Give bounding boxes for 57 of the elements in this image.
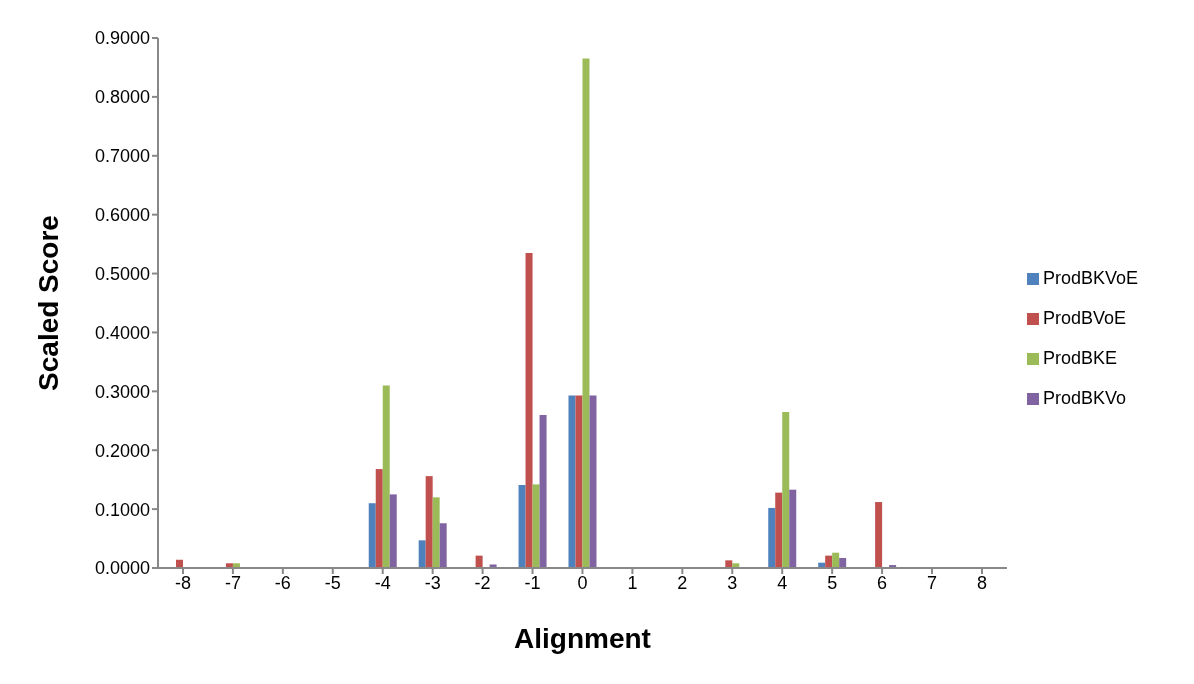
bar [525, 252, 533, 568]
x-tick-label: 5 [827, 572, 838, 593]
bar [368, 503, 376, 568]
bar [575, 395, 583, 568]
x-tick-label: -3 [424, 572, 441, 593]
bar [839, 557, 847, 568]
y-tick-label: 0.1000 [94, 499, 150, 520]
x-tick-label: -8 [174, 572, 191, 593]
bar [532, 484, 540, 568]
bar [875, 502, 883, 568]
bar [789, 489, 797, 568]
x-tick-label: 4 [777, 572, 788, 593]
y-tick-label: 0.4000 [94, 322, 150, 343]
x-tick-label: 7 [927, 572, 938, 593]
legend-label: ProdBKVo [1042, 388, 1126, 408]
y-tick-label: 0.7000 [94, 146, 150, 167]
y-tick-label: 0.0000 [94, 558, 150, 579]
bar [582, 58, 590, 568]
y-tick-label: 0.3000 [94, 381, 150, 402]
bar [425, 476, 433, 568]
x-tick-label: 8 [976, 572, 987, 593]
bar [432, 497, 440, 568]
bar [375, 469, 383, 568]
bar [389, 494, 397, 568]
y-tick-label: 0.5000 [94, 263, 150, 284]
bar [589, 395, 597, 568]
bar [725, 560, 733, 568]
x-tick-label: 0 [577, 572, 588, 593]
bar [518, 484, 526, 568]
bar [382, 385, 390, 568]
x-tick-label: -1 [524, 572, 541, 593]
y-tick-label: 0.2000 [94, 440, 150, 461]
bar [439, 523, 447, 568]
bar [418, 540, 426, 568]
bar [832, 552, 840, 568]
legend-label: ProdBKVoE [1042, 268, 1138, 288]
x-tick-label: 1 [627, 572, 638, 593]
x-tick-label: -2 [474, 572, 491, 593]
bar [775, 492, 783, 568]
x-tick-label: -4 [374, 572, 391, 593]
y-axis-title: Scaled Score [32, 215, 64, 391]
x-tick-label: -5 [324, 572, 341, 593]
x-tick-label: 6 [877, 572, 888, 593]
x-tick-label: 2 [677, 572, 688, 593]
x-tick-label: -6 [274, 572, 291, 593]
x-axis-title: Alignment [514, 623, 651, 654]
bar [568, 395, 576, 568]
bar [768, 507, 776, 568]
y-tick-label: 0.8000 [94, 87, 150, 108]
legend-label: ProdBVoE [1042, 308, 1126, 328]
bar [539, 414, 547, 568]
x-tick-label: 3 [727, 572, 738, 593]
y-tick-label: 0.6000 [94, 205, 150, 226]
x-tick-label: -7 [224, 572, 241, 593]
y-tick-label: 0.9000 [94, 28, 150, 49]
legend-label: ProdBKE [1042, 348, 1117, 368]
bar [782, 411, 790, 568]
